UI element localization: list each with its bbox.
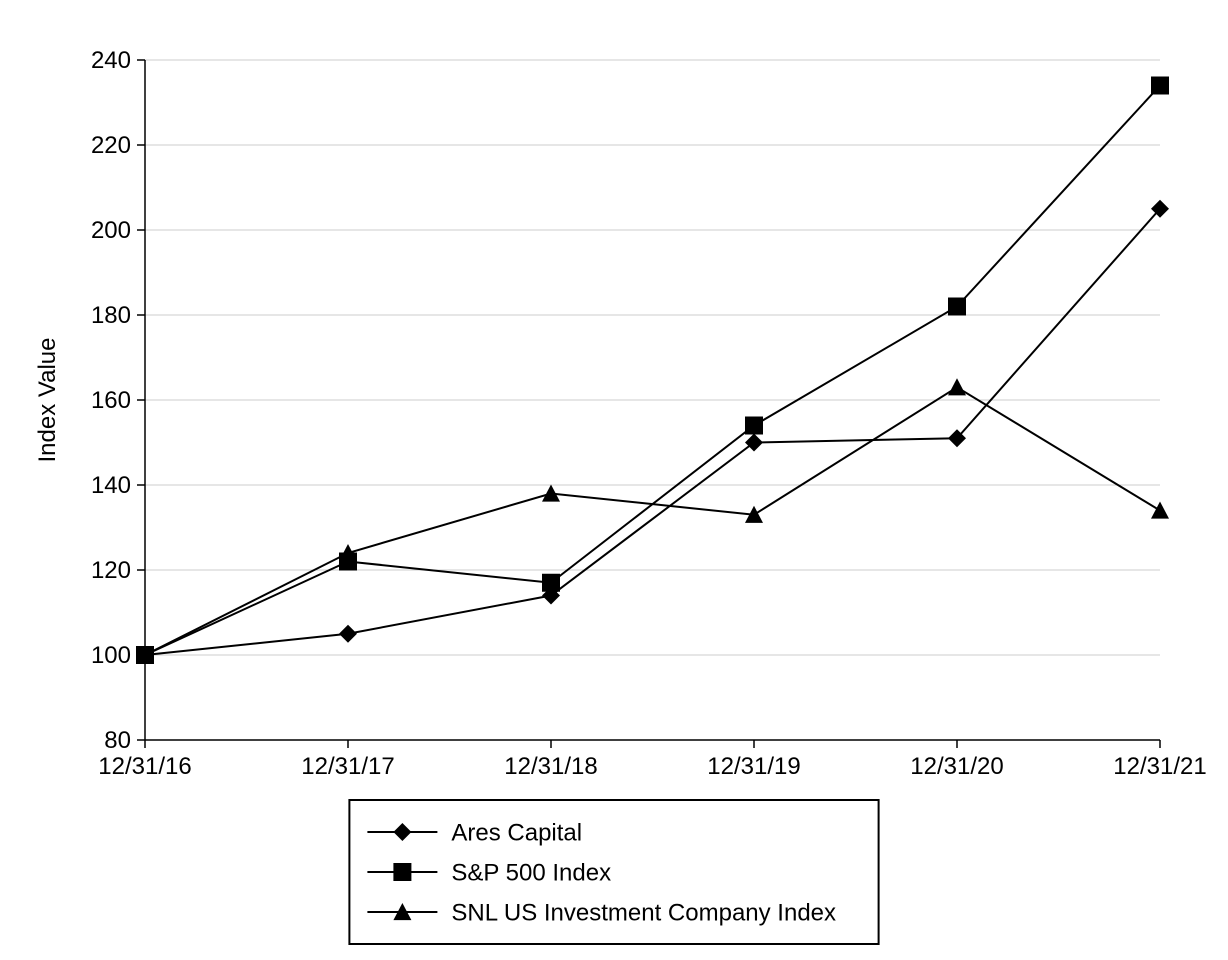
square-marker-icon: [745, 417, 763, 435]
square-marker-icon: [542, 574, 560, 592]
y-tick-label: 240: [91, 47, 131, 74]
x-tick-label: 12/31/17: [301, 753, 394, 780]
legend-label: S&P 500 Index: [451, 859, 611, 886]
x-tick-label: 12/31/19: [707, 753, 800, 780]
x-tick-label: 12/31/18: [504, 753, 597, 780]
y-tick-label: 80: [104, 727, 131, 754]
y-tick-label: 180: [91, 302, 131, 329]
x-tick-label: 12/31/21: [1113, 753, 1206, 780]
y-tick-label: 220: [91, 132, 131, 159]
legend-label: Ares Capital: [451, 819, 582, 846]
y-tick-label: 200: [91, 217, 131, 244]
y-tick-label: 120: [91, 557, 131, 584]
square-marker-icon: [393, 863, 411, 881]
line-chart: 80 100 120 140 160 180 200 220 240 12/31/16 12/31/…: [0, 0, 1228, 960]
y-tick-label: 160: [91, 387, 131, 414]
legend-label: SNL US Investment Company Index: [451, 899, 836, 926]
square-marker-icon: [948, 298, 966, 316]
x-tick-label: 12/31/20: [910, 753, 1003, 780]
y-axis-label: Index Value: [34, 338, 61, 463]
y-tick-label: 100: [91, 642, 131, 669]
square-marker-icon: [1151, 77, 1169, 95]
x-tick-label: 12/31/16: [98, 753, 191, 780]
y-tick-label: 140: [91, 472, 131, 499]
